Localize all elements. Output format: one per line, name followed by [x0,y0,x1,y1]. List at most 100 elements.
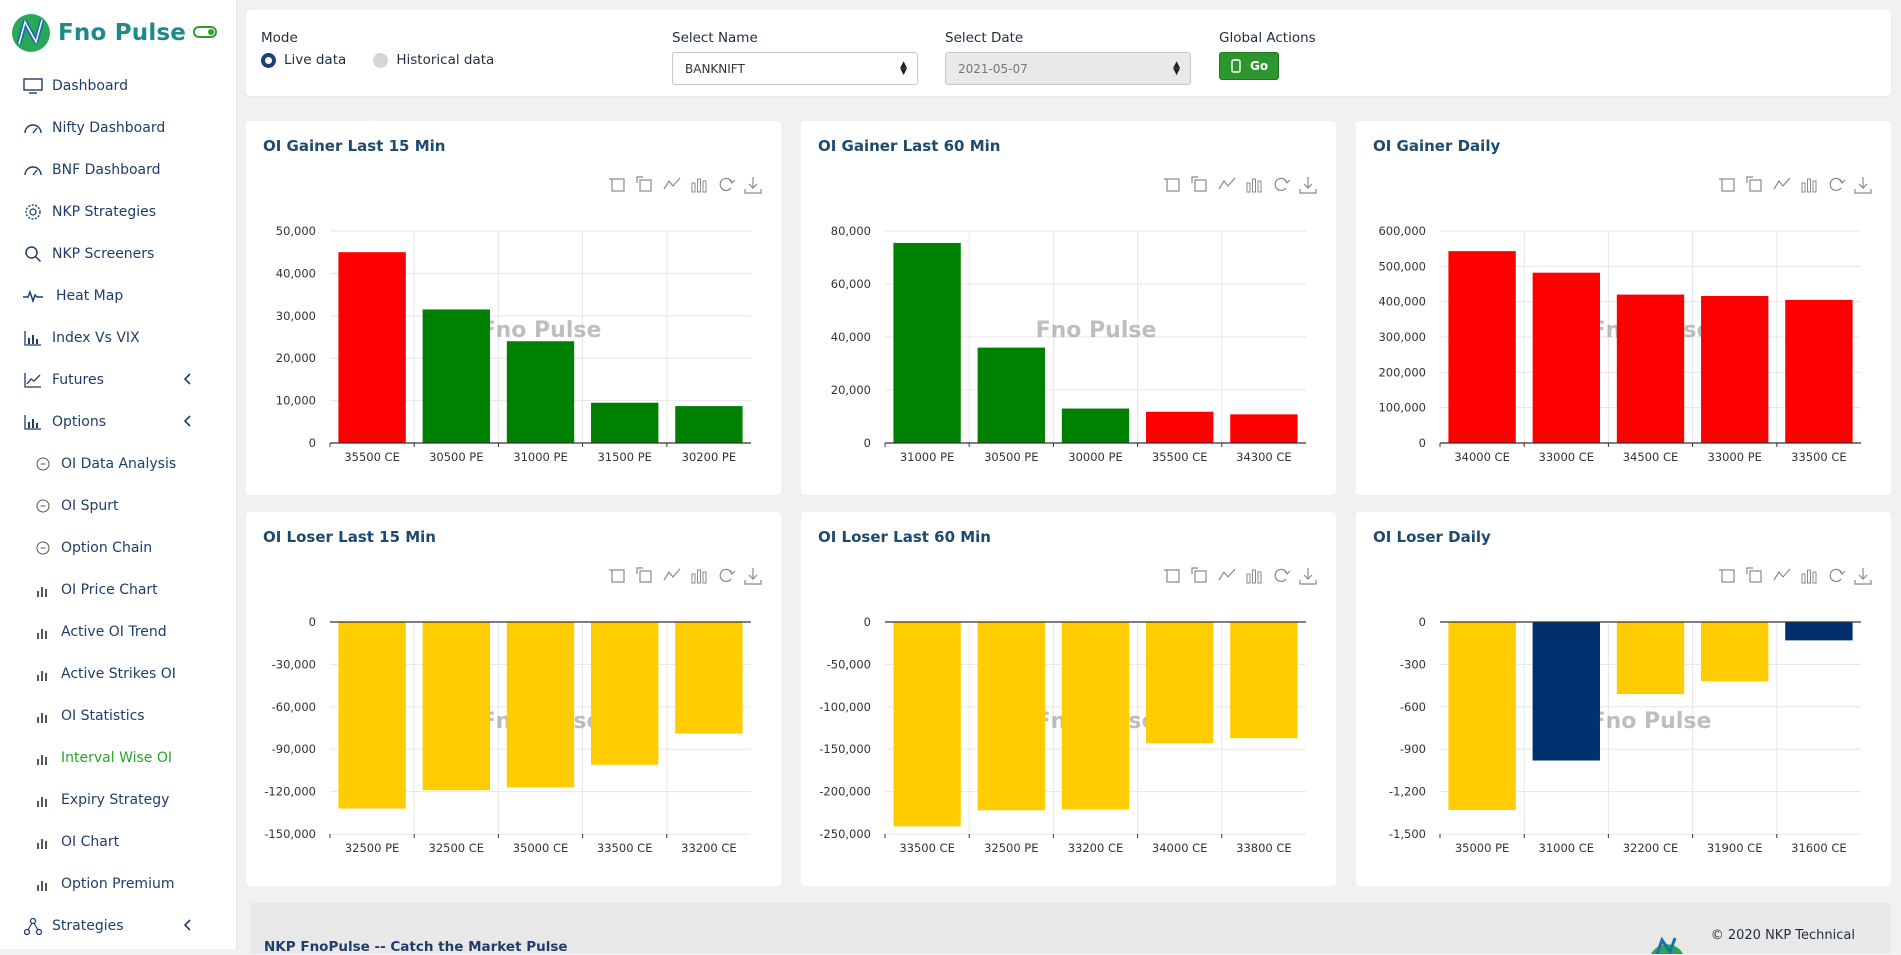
download-icon[interactable] [1853,566,1873,586]
refresh-icon[interactable] [1271,566,1291,586]
bar[interactable] [422,309,490,443]
nav-oi-spurt[interactable]: OI Spurt [0,486,236,526]
nav-active-strikes-oi[interactable]: Active Strikes OI [0,654,236,694]
bar[interactable] [1785,622,1853,641]
select-name-dropdown[interactable]: BANKNIFT ▲ ▼ [672,52,918,85]
bar[interactable] [675,406,743,443]
zoom-icon[interactable] [608,175,628,195]
line-chart-icon[interactable] [1217,566,1237,586]
download-icon[interactable] [743,175,763,195]
refresh-icon[interactable] [716,175,736,195]
nav-interval-wise-oi[interactable]: Interval Wise OI [0,738,236,778]
bar[interactable] [1061,408,1130,443]
bar[interactable] [591,402,659,443]
zoom-reset-icon[interactable] [635,566,655,586]
bar[interactable] [977,347,1045,443]
nav-option-premium[interactable]: Option Premium [0,864,236,904]
bar[interactable] [1230,622,1298,739]
bar[interactable] [1061,622,1130,810]
zoom-icon[interactable] [1163,566,1183,586]
nav-heat-map[interactable]: Heat Map [0,276,236,316]
go-button[interactable]: Go [1219,52,1280,80]
nav-options[interactable]: Options [0,402,236,442]
refresh-icon[interactable] [1826,566,1846,586]
bar[interactable] [675,622,743,734]
zoom-icon[interactable] [1718,175,1738,195]
nav-option-chain[interactable]: Option Chain [0,528,236,568]
select-value: 2021-05-07 [958,61,1028,76]
bar[interactable] [422,622,490,791]
zoom-icon[interactable] [608,566,628,586]
bar[interactable] [1701,622,1769,682]
theme-toggle[interactable] [193,26,217,38]
mode-live-radio[interactable]: Live data [261,52,346,68]
brand-logo[interactable]: Fno Pulse [10,12,186,54]
zoom-reset-icon[interactable] [1190,566,1210,586]
nav-index-vs-vix[interactable]: Index Vs VIX [0,318,236,358]
download-icon[interactable] [743,566,763,586]
download-icon[interactable] [1298,566,1318,586]
bar[interactable] [1146,622,1214,744]
nav-strategies[interactable]: Strategies [0,906,236,946]
nav-oi-price-chart[interactable]: OI Price Chart [0,570,236,610]
bar[interactable] [1230,414,1298,443]
zoom-reset-icon[interactable] [635,175,655,195]
bar[interactable] [1616,622,1685,695]
line-chart-icon[interactable] [662,175,682,195]
refresh-icon[interactable] [1826,175,1846,195]
refresh-icon[interactable] [716,566,736,586]
bar[interactable] [1532,622,1600,761]
nav-active-oi-trend[interactable]: Active OI Trend [0,612,236,652]
y-tick-label: 60,000 [831,277,871,291]
nav-futures[interactable]: Futures [0,360,236,400]
zoom-icon[interactable] [1718,566,1738,586]
line-chart-icon[interactable] [1217,175,1237,195]
bar-chart-icon[interactable] [1799,566,1819,586]
chart-panel-oi-loser-daily: OI Loser Daily 0 -300 -600 -900 -1,200 -1,500… [1356,512,1891,886]
zoom-reset-icon[interactable] [1745,566,1765,586]
bar[interactable] [1701,296,1769,443]
nav-oi-data-analysis[interactable]: OI Data Analysis [0,444,236,484]
bar[interactable] [893,622,961,827]
bar[interactable] [1785,299,1853,443]
bar[interactable] [1146,411,1214,443]
bar[interactable] [1448,251,1516,443]
zoom-reset-icon[interactable] [1745,175,1765,195]
bar[interactable] [506,341,575,443]
nav-oi-chart[interactable]: OI Chart [0,822,236,862]
bar[interactable] [1616,294,1685,443]
bar[interactable] [1532,272,1600,443]
y-tick-label: -900 [1400,742,1426,756]
bar[interactable] [338,622,406,809]
download-icon[interactable] [1298,175,1318,195]
bar-chart-icon[interactable] [689,175,709,195]
nav-oi-statistics[interactable]: OI Statistics [0,696,236,736]
zoom-reset-icon[interactable] [1190,175,1210,195]
download-icon[interactable] [1853,175,1873,195]
nav-bnf-dashboard[interactable]: BNF Dashboard [0,150,236,190]
bar[interactable] [977,622,1045,811]
line-chart-icon[interactable] [1772,566,1792,586]
bar[interactable] [338,252,406,443]
refresh-icon[interactable] [1271,175,1291,195]
line-chart-icon[interactable] [1772,175,1792,195]
nav-expiry-strategy[interactable]: Expiry Strategy [0,780,236,820]
bar[interactable] [506,622,575,788]
circle-icon [34,537,52,559]
bar-chart-icon[interactable] [1799,175,1819,195]
mode-historical-radio[interactable]: Historical data [373,52,494,68]
line-chart-icon[interactable] [662,566,682,586]
zoom-icon[interactable] [1163,175,1183,195]
bar[interactable] [591,622,659,765]
bar-chart-icon[interactable] [1244,175,1264,195]
y-tick-label: -1,500 [1389,827,1426,841]
nav-nkp-screeners[interactable]: NKP Screeners [0,234,236,274]
bar[interactable] [1448,622,1516,810]
select-date-dropdown[interactable]: 2021-05-07 ▲ ▼ [945,52,1191,85]
bar[interactable] [893,242,961,443]
bar-chart-icon[interactable] [689,566,709,586]
nav-nifty-dashboard[interactable]: Nifty Dashboard [0,108,236,148]
nav-dashboard[interactable]: Dashboard [0,66,236,106]
nav-nkp-strategies[interactable]: NKP Strategies [0,192,236,232]
bar-chart-icon[interactable] [1244,566,1264,586]
